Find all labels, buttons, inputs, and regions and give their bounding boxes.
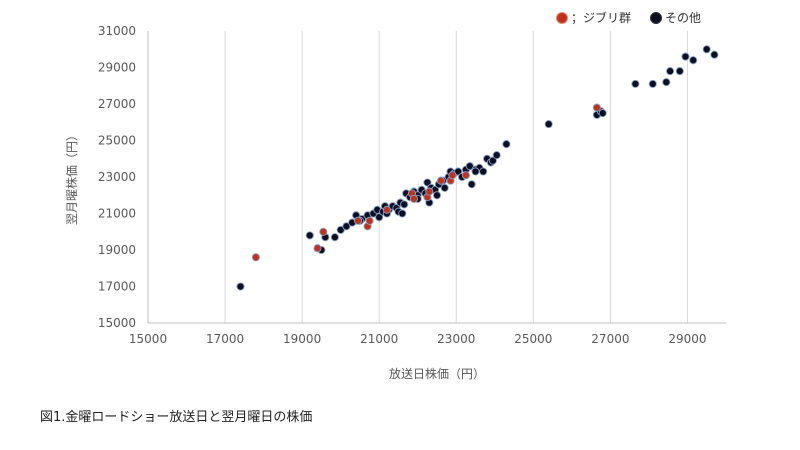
y-tick-label: 23000 [98,170,136,184]
other-point [666,67,675,76]
figure-caption: 図1.金曜ロードショー放送日と翌月曜日の株価 [40,410,313,425]
legend-label: その他 [665,11,701,25]
legend-marker [556,12,568,24]
other-point [454,167,463,176]
y-tick-label: 19000 [98,243,136,257]
x-tick-label: 29000 [668,332,706,346]
other-point [502,140,511,149]
y-tick-label: 31000 [98,24,136,38]
x-tick-label: 21000 [360,332,398,346]
other-point [467,180,476,189]
other-point [702,45,711,54]
legend: ；ジブリ群 その他 [556,10,701,25]
y-tick-label: 17000 [98,280,136,294]
other-point [423,178,432,187]
ghibli-point [251,253,260,262]
other-point [465,162,474,171]
ghibli-point [313,244,322,253]
other-point [432,191,442,200]
x-tick-label: 25000 [514,332,552,346]
y-tick-label: 15000 [98,316,136,330]
ghibli-point [382,205,391,214]
other-point [400,200,409,209]
ghibli-point [448,171,457,180]
legend-label: ；ジブリ群 [571,10,631,25]
other-point [598,109,607,118]
ghibli-point [365,216,374,225]
other-point [336,225,345,234]
other-point [488,156,497,165]
axes: 15000 17000 19000 21000 23000 25000 27000 29000… [64,24,726,381]
other-point [492,151,501,160]
other-point [710,50,719,59]
other-point [236,282,245,291]
y-tick-label: 21000 [98,207,136,221]
y-axis-title: 翌月曜株価（円） [64,129,79,225]
x-axis-title: 放送日株価（円） [389,366,485,381]
ghibli-point [409,194,418,203]
other-point [675,67,684,76]
other-point [440,183,449,192]
ghibli-point [461,171,470,180]
x-tick-label: 19000 [283,332,321,346]
ghibli-point [353,216,363,225]
y-tick-label: 27000 [98,97,136,111]
other-point [330,233,339,242]
data-points [236,45,719,291]
y-tick-label: 25000 [98,134,136,148]
other-point [544,120,553,129]
other-point [689,56,698,65]
x-tick-label: 15000 [129,332,167,346]
ghibli-point [425,187,434,196]
x-tick-label: 17000 [206,332,244,346]
other-point [305,231,314,240]
other-point [662,78,671,87]
ghibli-point [319,227,328,236]
y-tick-label: 29000 [98,61,136,75]
grid-lines [224,31,688,323]
legend-marker [650,12,662,24]
x-tick-label: 23000 [437,332,475,346]
other-point [648,79,657,88]
other-point [471,167,480,176]
other-point [631,79,640,88]
other-point [375,213,384,222]
ghibli-point [436,176,445,185]
other-point [479,167,488,176]
x-tick-label: 27000 [591,332,629,346]
other-point [398,209,407,218]
other-point [681,52,690,61]
other-point [342,222,351,231]
ghibli-point [592,103,601,112]
